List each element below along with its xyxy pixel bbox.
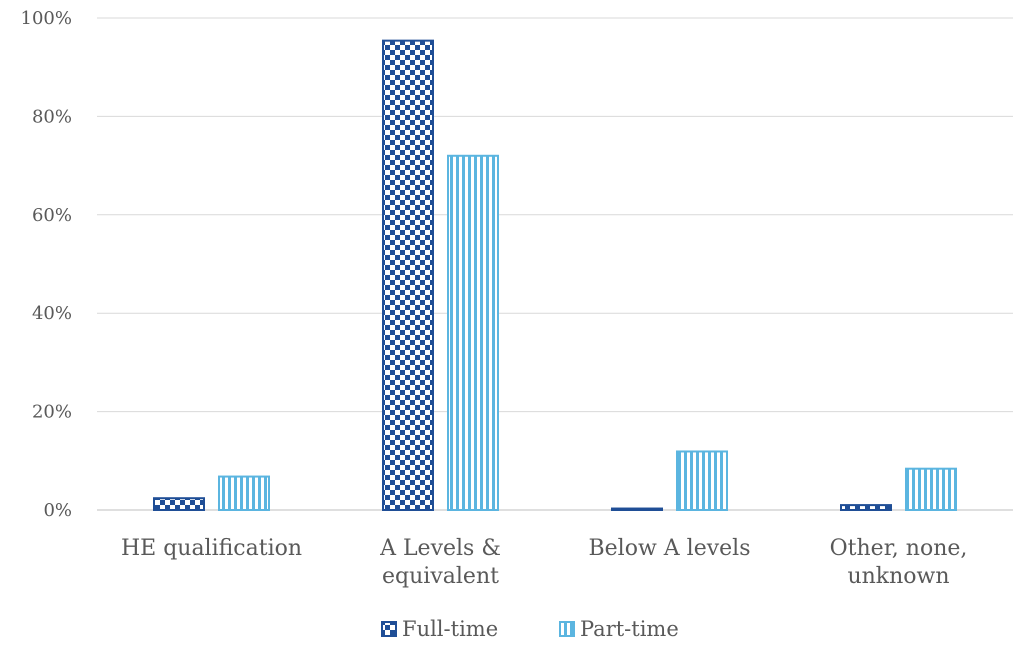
y-tick-label: 20% (32, 402, 72, 423)
bar-full-time (382, 39, 434, 511)
bar-full-time (153, 497, 205, 512)
y-axis: 0% 20% 40% 60% 80% 100% (21, 8, 72, 521)
legend-label: Full-time (402, 617, 498, 641)
x-category-label: Below A levels (588, 536, 750, 561)
x-category-label: equivalent (382, 564, 499, 589)
bar-full-time (840, 504, 892, 512)
bar-part-time (676, 450, 728, 511)
x-category-label: unknown (847, 564, 949, 589)
x-category-label: Other, none, (830, 536, 968, 561)
gridlines (97, 17, 1013, 511)
bar-part-time (447, 154, 499, 511)
bar-part-time (218, 475, 270, 511)
bar-full-time (611, 507, 663, 512)
legend-swatch (559, 621, 575, 637)
bars (153, 39, 957, 512)
legend-swatch (381, 621, 397, 637)
x-axis: HE qualification A Levels & equivalent Belo… (121, 536, 967, 589)
bar-part-time (905, 467, 957, 511)
x-category-label: HE qualification (121, 536, 302, 561)
y-tick-label: 80% (32, 106, 72, 127)
legend: Full-time Part-time (381, 617, 679, 641)
legend-label: Part-time (580, 617, 679, 641)
y-tick-label: 0% (43, 500, 72, 521)
y-tick-label: 40% (32, 303, 72, 324)
y-tick-label: 100% (21, 8, 72, 29)
x-category-label: A Levels & (379, 536, 501, 561)
y-tick-label: 60% (32, 205, 72, 226)
